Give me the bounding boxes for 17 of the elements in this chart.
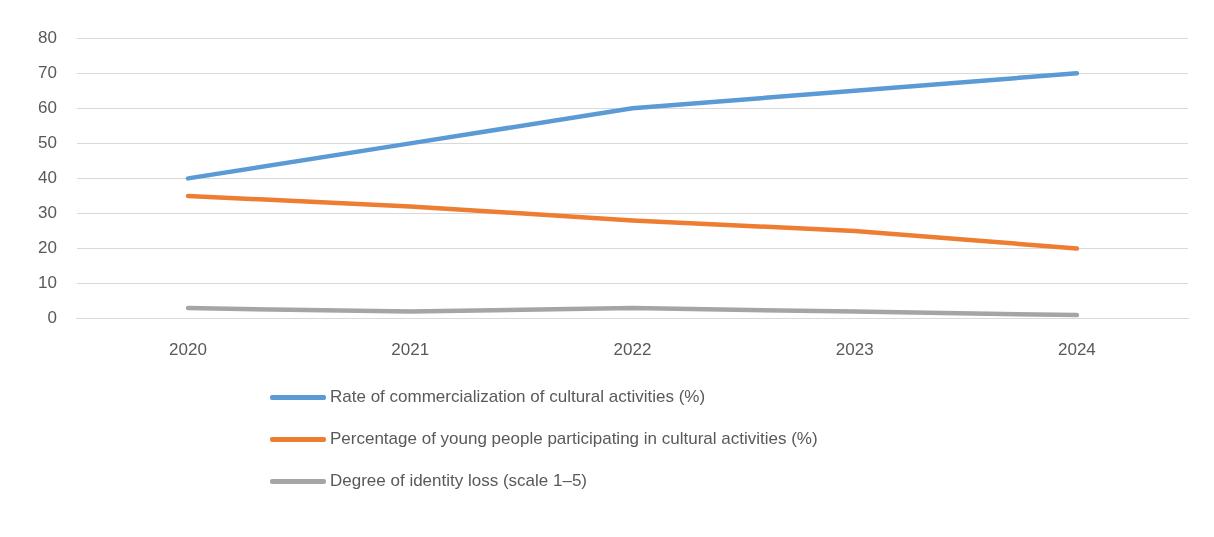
x-tick-label: 2020 [169,340,207,360]
y-tick-label: 70 [37,62,57,82]
y-tick-label: 60 [37,97,57,117]
x-tick-label: 2022 [613,340,652,360]
y-tick-label: 10 [37,273,57,293]
y-tick-label: 30 [37,203,57,223]
y-tick-label: 20 [37,238,57,258]
y-tick-label: 80 [37,27,57,47]
y-tick-label: 0 [47,308,57,328]
x-tick-label: 2023 [835,340,874,360]
x-tick-label: 2021 [391,340,430,360]
legend-label: Percentage of young people participating in cultural activities (%) [330,429,818,449]
y-tick-label: 40 [37,168,57,188]
y-tick-label: 50 [37,133,57,153]
x-tick-label: 2024 [1057,340,1096,360]
legend-label: Rate of commercialization of cultural activities (%) [330,387,706,407]
legend-label: Degree of identity loss (scale 1–5) [330,471,588,491]
